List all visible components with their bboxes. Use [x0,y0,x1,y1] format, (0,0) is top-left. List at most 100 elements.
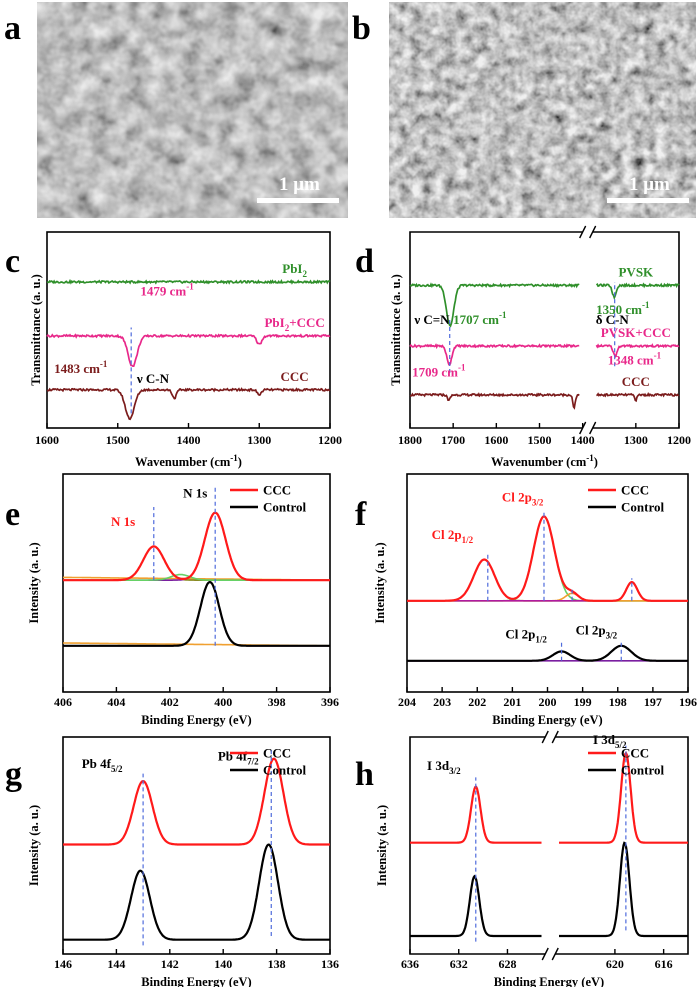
annotation-label: ν C-N [136,371,170,386]
x-tick-label: 1300 [624,433,648,447]
x-tick-label: 136 [321,957,339,971]
plot-frame-right [555,736,689,955]
plot-frame [62,473,331,693]
x-tick-label: 1400 [571,433,595,447]
y-axis-label: Intensity (a. u.) [375,805,389,886]
annotation-label: Cl 2p1/2 [432,527,474,545]
legend-label: CCC [263,483,291,498]
legend-label: Control [621,500,664,515]
x-tick-label: 201 [503,695,521,709]
legend-label: CCC [621,483,649,498]
x-tick-label: 396 [321,695,339,709]
x-axis-label: Wavenumber (cm-1) [135,453,242,469]
axis-break-mark [541,947,549,961]
x-tick-label: 198 [609,695,627,709]
x-tick-label: 196 [679,695,697,709]
x-tick-label: 400 [214,695,232,709]
chart-d: 1800 1700 1600 1500 1400 1300 1200 Wavenumber (… [355,225,691,469]
x-tick-label: 200 [539,695,557,709]
annotation-label: 1479 cm-1 [140,281,194,298]
series-label: PVSK+CCC [601,325,671,340]
axis-break-mark [579,225,587,239]
annotation-label: 1348 cm-1 [608,351,662,368]
chart-f: 204 203 202 201 200 199 198 197 196 Binding Energ… [355,473,697,727]
annotation-label: I 3d5/2 [593,732,627,750]
x-tick-label: 616 [655,957,673,971]
sem-image-a: 1 μm [37,2,348,218]
x-tick-label: 632 [450,957,468,971]
chart-h: 636 632 628 620 616 Binding Energy (eV) Intens… [355,730,689,987]
x-tick-label: 202 [468,695,486,709]
annotation-label: Cl 2p3/2 [502,489,544,507]
legend-label: Control [263,763,306,778]
axis-break-mark [551,730,559,744]
scale-label-b: 1 μm [629,174,670,195]
x-tick-label: 197 [644,695,662,709]
axis-break-mark [589,421,597,435]
series-line-pvsk [409,282,680,328]
panel-letter-h: h [355,756,374,793]
x-tick-label: 398 [268,695,286,709]
series-line-pbi2 [46,278,331,285]
annotation-label: Cl 2p3/2 [576,623,618,641]
scale-bar-b [607,198,689,203]
x-tick-label: 628 [498,957,516,971]
chart-c: 1600 1500 1400 1300 1200 Wavenumber (cm-1) Tra… [5,231,342,469]
series-label: PbI2+CCC [264,315,324,333]
x-tick-label: 1200 [318,433,342,447]
x-tick-label: 144 [107,957,125,971]
sem-texture-a [37,2,348,218]
axis-break-mark [589,225,597,239]
axis-break-mark [541,730,549,744]
series-line-ccc [409,392,680,410]
x-tick-label: 1600 [35,433,59,447]
x-tick-label: 1600 [484,433,508,447]
sem-texture-b [389,2,696,218]
panel-letter-b: b [352,10,371,47]
series-line-control [410,841,688,938]
annotation-label: δ C-N [596,312,630,327]
series-line-ccc [46,387,331,421]
x-tick-label: 203 [433,695,451,709]
series-line-pbi2-ccc [46,333,331,368]
x-tick-label: 1400 [177,433,201,447]
annotation-label: Cl 2p1/2 [505,626,547,644]
series-label: PbI2 [282,261,307,279]
x-tick-label: 1700 [441,433,465,447]
scale-bar-a [257,198,339,203]
x-tick-label: 199 [574,695,592,709]
x-tick-label: 142 [161,957,179,971]
annotation-label: Pb 4f5/2 [82,756,123,774]
fit-component-peak [407,581,688,602]
y-axis-label: Intensity (a. u.) [27,805,41,886]
x-tick-label: 146 [54,957,72,971]
x-tick-label: 1300 [247,433,271,447]
annotation-label: I 3d3/2 [427,758,461,776]
x-axis-label: Wavenumber (cm-1) [491,453,598,469]
annotation-label: N 1s [111,514,135,529]
chart-g: 146 144 142 140 138 136 Binding Energy (eV) Int… [5,736,339,987]
x-tick-label: 1500 [106,433,130,447]
panel-letter-g: g [5,756,22,793]
panel-letter-a: a [4,10,21,47]
series-line-control [63,843,330,941]
x-tick-label: 402 [161,695,179,709]
legend-label: CCC [621,746,649,761]
y-axis-label: Intensity (a. u.) [27,542,41,623]
panel-letter-c: c [5,243,20,280]
series-label: PVSK [618,264,654,279]
x-tick-label: 406 [54,695,72,709]
annotation-label: N 1s [183,486,207,501]
annotation-label: ν C=N [413,312,450,327]
series-line-ccc [63,511,330,582]
x-tick-label: 1200 [667,433,691,447]
legend-label: CCC [263,746,291,761]
fit-component-peak [63,511,330,581]
series-line-ccc [407,515,688,602]
x-tick-label: 636 [401,957,419,971]
series-line-control [63,580,330,647]
series-label: CCC [281,369,309,384]
y-axis-label: Transmittance (a. u.) [29,274,43,386]
annotation-label: 1707 cm-1 [453,310,507,327]
